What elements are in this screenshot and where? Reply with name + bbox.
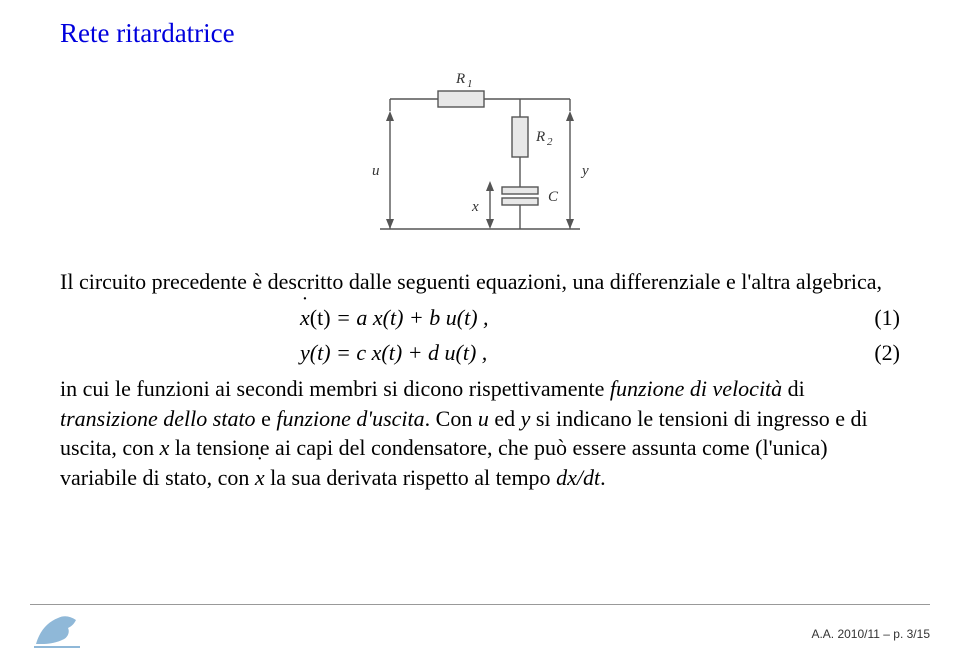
body-g: . Con [425,406,478,431]
eq1-rhs: = a x(t) + b u(t) , [331,305,489,330]
eq2-number: (2) [840,338,900,368]
intro-text: Il circuito precedente è descritto dalle… [60,269,882,294]
equation-1: x(t) = a x(t) + b u(t) , (1) [60,303,900,333]
body-i: ed [489,406,521,431]
svg-text:2: 2 [547,136,553,148]
svg-text:y: y [580,163,589,179]
svg-text:u: u [372,163,380,179]
eq1-arg: (t) [310,305,331,330]
body-q: . [600,465,606,490]
body-f: funzione d'uscita [276,406,424,431]
eq1-math: x(t) = a x(t) + b u(t) , [300,303,840,333]
page-title: Rete ritardatrice [60,18,900,49]
body-l: x [160,435,170,460]
svg-text:R: R [535,129,545,145]
body-o: la sua derivata rispetto al tempo [265,465,556,490]
body-e: e [256,406,277,431]
body-p: dx/dt [556,465,600,490]
svg-text:1: 1 [467,78,473,90]
page: Rete ritardatrice [0,0,960,663]
xdot-var: x [300,303,310,333]
svg-text:R: R [455,71,465,87]
svg-text:x: x [471,199,479,215]
svg-text:C: C [548,189,559,205]
body-d: transizione dello stato [60,406,256,431]
eq1-number: (1) [840,303,900,333]
body-text: Il circuito precedente è descritto dalle… [60,267,900,493]
figure-container: R 1 R 2 C u y x [60,59,900,249]
eq2-math: y(t) = c x(t) + d u(t) , [300,338,840,368]
footer-rule [30,604,930,605]
footer-logo [30,610,84,655]
body-h: u [478,406,489,431]
body-a: in cui le funzioni ai secondi membri si … [60,376,610,401]
footer-pageinfo: A.A. 2010/11 – p. 3/15 [811,627,930,641]
body-b: funzione di velocità [610,376,782,401]
body-c: di [782,376,805,401]
equation-2: y(t) = c x(t) + d u(t) , (2) [60,338,900,368]
horse-icon [30,610,84,650]
circuit-diagram: R 1 R 2 C u y x [350,59,610,244]
body-j: y [521,406,531,431]
body-n: x [255,463,265,493]
